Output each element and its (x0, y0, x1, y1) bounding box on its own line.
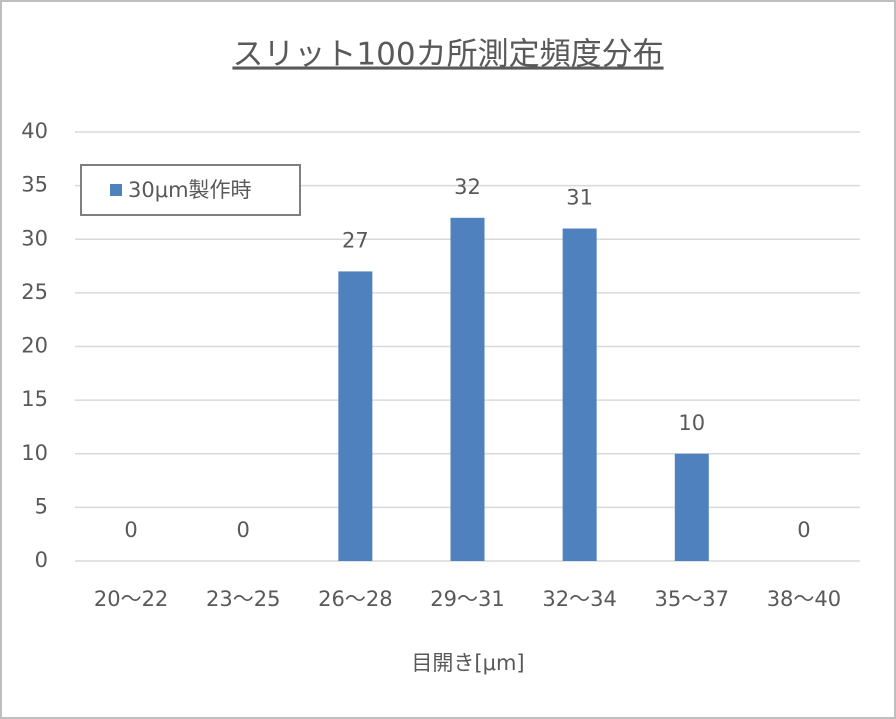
y-tick-label: 15 (21, 387, 48, 411)
bar (338, 271, 373, 561)
data-label: 31 (566, 186, 593, 210)
y-tick-label: 30 (21, 226, 48, 250)
legend-swatch (110, 184, 122, 196)
x-tick-label: 26～28 (318, 587, 392, 611)
y-tick-label: 20 (21, 334, 48, 358)
legend-label: 30μm製作時 (128, 178, 252, 202)
data-label: 27 (342, 228, 369, 252)
data-label: 0 (124, 518, 137, 542)
bar (562, 228, 597, 561)
data-label: 32 (454, 175, 481, 199)
y-tick-label: 10 (21, 441, 48, 465)
x-axis-label: 目開き[μm] (411, 651, 524, 675)
x-tick-label: 38～40 (767, 587, 841, 611)
y-tick-label: 0 (35, 548, 48, 572)
x-tick-label: 23～25 (206, 587, 280, 611)
chart-title: スリット100カ所測定頻度分布 (232, 37, 663, 73)
bar (674, 453, 709, 561)
x-tick-label: 29～31 (430, 587, 504, 611)
x-tick-label: 32～34 (542, 587, 616, 611)
x-tick-label: 20～22 (94, 587, 168, 611)
y-tick-label: 35 (21, 173, 48, 197)
data-label: 10 (678, 411, 705, 435)
x-tick-label: 35～37 (655, 587, 729, 611)
y-tick-label: 40 (21, 119, 48, 143)
y-tick-label: 25 (21, 280, 48, 304)
y-tick-label: 5 (35, 494, 48, 518)
data-label: 0 (797, 518, 810, 542)
bar (450, 217, 485, 562)
data-label: 0 (237, 518, 250, 542)
